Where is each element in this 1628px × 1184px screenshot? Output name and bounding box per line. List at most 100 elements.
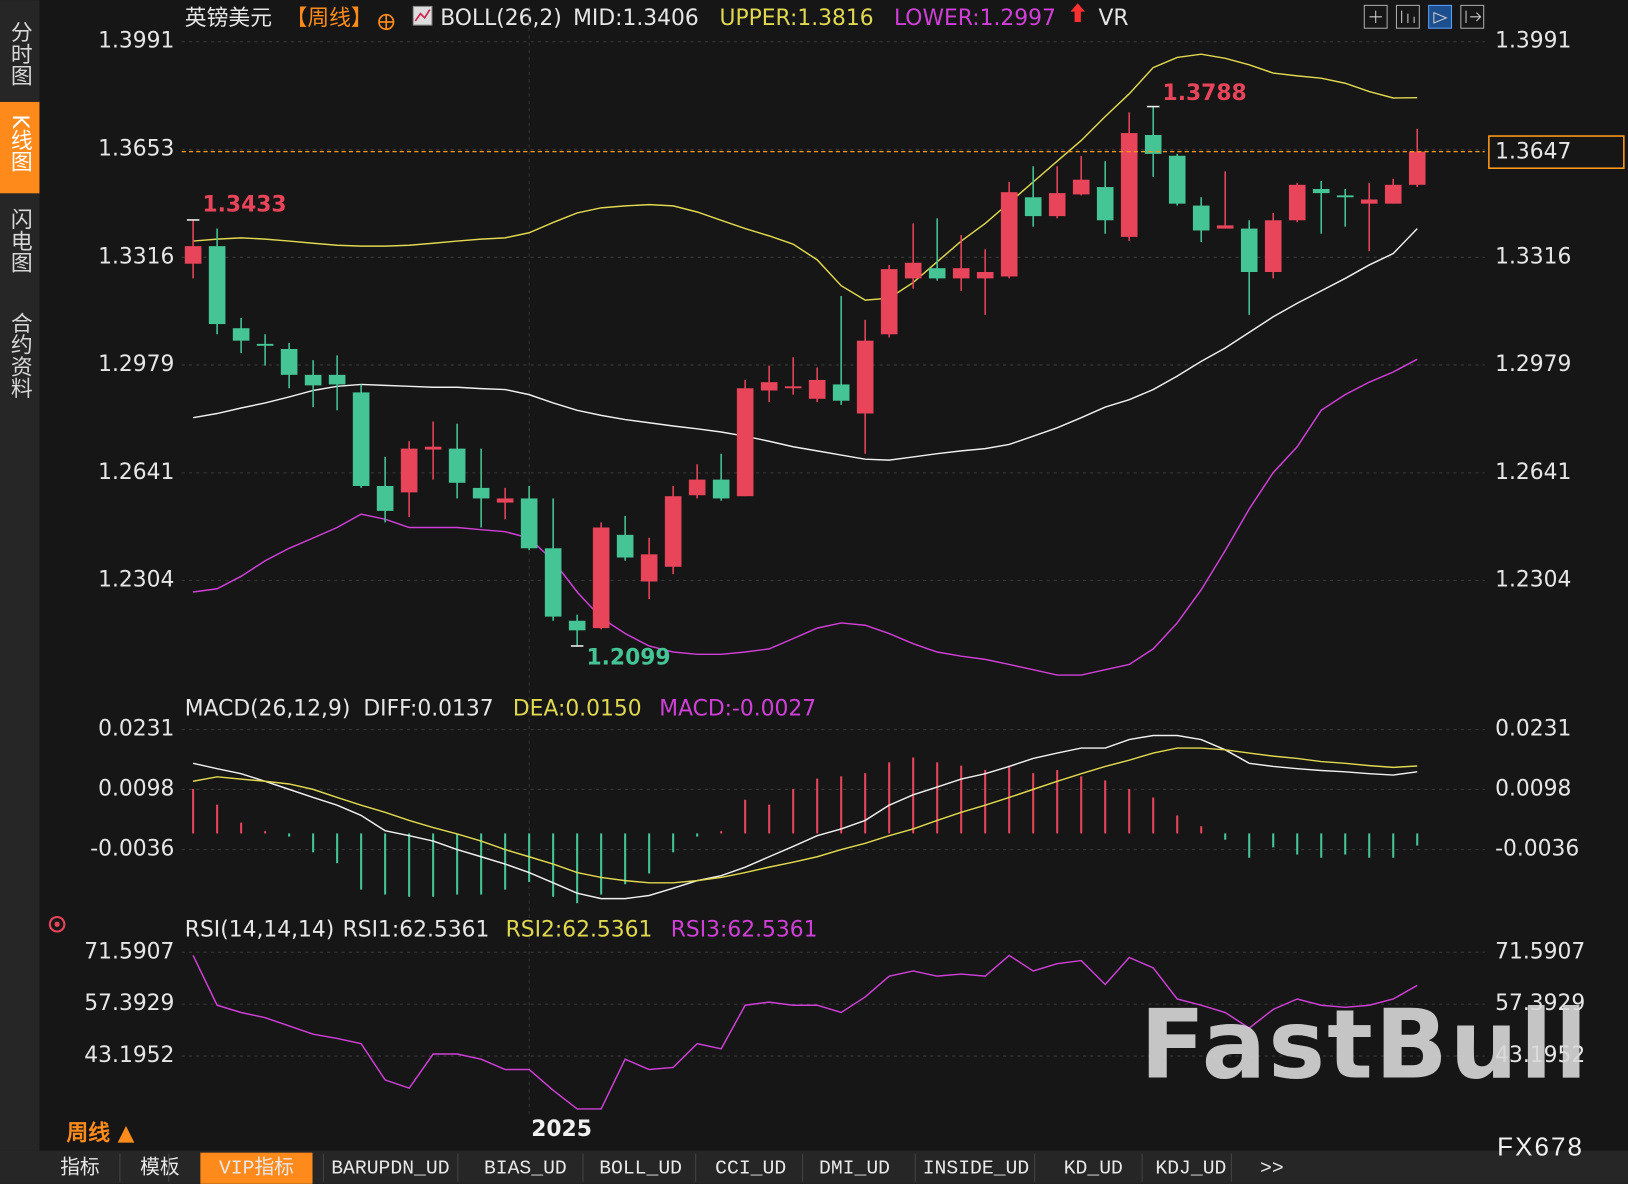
- bottom-tab[interactable]: DMI_UD: [819, 1157, 890, 1179]
- y-tick-label: 0.0231: [98, 717, 174, 742]
- side-tab[interactable]: K线图: [7, 114, 32, 172]
- bottom-tab[interactable]: BARUPDN_UD: [331, 1157, 449, 1179]
- legend-text: BOLL(26,2): [440, 6, 562, 31]
- legend-text: VR: [1098, 6, 1128, 31]
- candle-body: [304, 374, 322, 386]
- tool-icon[interactable]: [1395, 4, 1420, 29]
- legend-text: RSI1:62.5361: [343, 917, 490, 942]
- bottom-tab[interactable]: >>: [1260, 1157, 1284, 1179]
- candle-body: [1360, 199, 1378, 204]
- extreme-label: 1.3788: [1163, 81, 1247, 106]
- y-tick-label: 71.5907: [84, 939, 174, 964]
- settings-icon: [54, 921, 60, 927]
- legend-text: UPPER:1.3816: [720, 6, 874, 31]
- candle-body: [1216, 225, 1234, 229]
- legend-text: RSI2:62.5361: [506, 917, 653, 942]
- candle-body: [1312, 188, 1330, 194]
- legend-text: DEA:0.0150: [513, 696, 642, 721]
- y-tick-label-right: 71.5907: [1495, 939, 1585, 964]
- tool-icon[interactable]: [1460, 4, 1485, 29]
- x-tick-label: 2025: [531, 1117, 592, 1142]
- y-tick-label: 1.3991: [98, 29, 174, 54]
- candle-body: [544, 548, 562, 617]
- legend-text: RSI3:62.5361: [671, 917, 818, 942]
- candle-body: [760, 382, 778, 391]
- extreme-label: 1.3433: [202, 192, 286, 217]
- candle-body: [400, 448, 418, 493]
- y-tick-label-right: 43.1952: [1495, 1043, 1585, 1068]
- y-tick-label: 0.0098: [98, 776, 174, 801]
- candle-body: [712, 479, 730, 499]
- y-tick-label-right: 0.0231: [1495, 717, 1571, 742]
- bottom-tab[interactable]: 模板: [140, 1156, 180, 1179]
- y-tick-label: 1.2304: [98, 568, 174, 593]
- candle-body: [1264, 220, 1282, 273]
- code-label: FX678: [1497, 1133, 1584, 1161]
- candle-body: [856, 340, 874, 414]
- bottom-tab[interactable]: CCI_UD: [715, 1157, 786, 1179]
- active-tab: [0, 101, 40, 194]
- y-tick-label-right: 57.3929: [1495, 991, 1585, 1016]
- candle-body: [1144, 135, 1162, 154]
- candle-body: [664, 496, 682, 567]
- tool-icon[interactable]: [1428, 4, 1453, 29]
- candle-body: [1240, 228, 1258, 273]
- side-tab[interactable]: 合约资料: [7, 312, 32, 400]
- candle-body: [1000, 192, 1018, 277]
- y-tick-label: 1.3316: [98, 244, 174, 269]
- series-line: [192, 228, 1418, 461]
- candle-body: [328, 374, 346, 385]
- legend-text: MACD:-0.0027: [659, 696, 816, 721]
- y-tick-label: 43.1952: [84, 1043, 174, 1068]
- candle-body: [376, 485, 394, 511]
- period-label[interactable]: 周线 ▲: [66, 1120, 134, 1146]
- candle-body: [904, 262, 922, 279]
- candle-body: [1408, 151, 1426, 185]
- candle-body: [496, 498, 514, 503]
- legend-text: 英镑美元: [185, 6, 272, 31]
- candle-body: [1288, 184, 1306, 221]
- bottom-tab[interactable]: BOLL_UD: [599, 1157, 682, 1179]
- candle-body: [784, 386, 802, 389]
- candle-body: [592, 527, 610, 629]
- bottom-tab[interactable]: VIP指标: [219, 1156, 294, 1179]
- candle-body: [448, 448, 466, 483]
- side-tab[interactable]: 分时图: [7, 21, 32, 87]
- bottom-tab[interactable]: 指标: [60, 1156, 99, 1179]
- y-tick-label: 1.2979: [98, 352, 174, 377]
- candle-body: [1384, 184, 1402, 204]
- candle-body: [1192, 205, 1210, 231]
- tool-glyph: [1369, 10, 1482, 24]
- candle-body: [232, 328, 250, 341]
- candle-body: [952, 268, 970, 279]
- candle-body: [208, 246, 226, 325]
- candle-body: [1048, 193, 1066, 217]
- last-price-box: [1488, 135, 1625, 170]
- side-tab[interactable]: 闪电图: [7, 208, 32, 274]
- candle-body: [184, 246, 202, 264]
- candle-body: [616, 534, 634, 558]
- series-line: [192, 954, 1418, 1110]
- bottom-tab[interactable]: INSIDE_UD: [923, 1157, 1030, 1179]
- bottom-tab[interactable]: KD_UD: [1064, 1157, 1123, 1179]
- candle-body: [736, 388, 754, 497]
- candle-body: [880, 269, 898, 335]
- candle-body: [256, 343, 274, 346]
- legend-text: DIFF:0.0137: [363, 696, 493, 721]
- settings-icon[interactable]: [48, 915, 66, 933]
- y-tick-label: 1.3653: [98, 137, 174, 162]
- candle-body: [640, 554, 658, 582]
- candle-body: [352, 392, 370, 486]
- y-tick-label-right: 1.2304: [1495, 568, 1571, 593]
- bottom-tab[interactable]: KDJ_UD: [1155, 1157, 1226, 1179]
- y-tick-label-right: 1.3316: [1495, 244, 1571, 269]
- legend-text: MACD(26,12,9): [185, 696, 351, 721]
- tool-icon[interactable]: [1363, 4, 1388, 29]
- y-tick-label: 57.3929: [84, 991, 174, 1016]
- series-line: [192, 734, 1418, 900]
- candle-body: [520, 498, 538, 549]
- bottom-tab[interactable]: BIAS_UD: [484, 1157, 567, 1179]
